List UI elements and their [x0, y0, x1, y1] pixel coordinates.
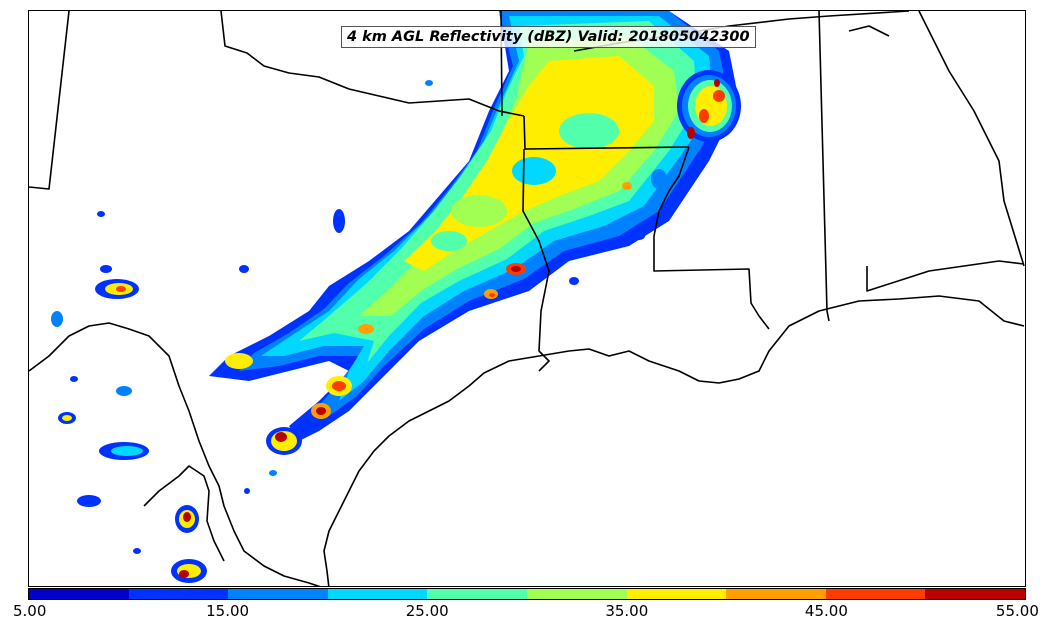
colorbar-segment — [526, 589, 627, 599]
colorbar-tick-label: 15.00 — [206, 602, 250, 620]
colorbar — [28, 588, 1026, 600]
colorbar-tick-label: 25.00 — [405, 602, 449, 620]
map-title: 4 km AGL Reflectivity (dBZ) Valid: 20180… — [341, 26, 756, 48]
reflectivity-echoes — [51, 11, 741, 583]
colorbar-tick-label: 45.00 — [804, 602, 848, 620]
colorbar-tick-label: 55.00 — [995, 602, 1039, 620]
colorbar-segment — [29, 589, 129, 599]
reflectivity-map — [29, 11, 1025, 586]
colorbar-tick-label: 35.00 — [605, 602, 649, 620]
colorbar-segment — [327, 589, 428, 599]
colorbar-segment — [626, 589, 727, 599]
colorbar-segment — [726, 589, 826, 599]
geographic-boundaries — [29, 11, 1025, 586]
colorbar-segment — [128, 589, 229, 599]
colorbar-segment — [427, 589, 527, 599]
colorbar-segment — [925, 589, 1025, 599]
colorbar-segment — [228, 589, 328, 599]
colorbar-tick-label: 5.00 — [12, 602, 47, 620]
colorbar-segment — [825, 589, 926, 599]
map-panel: 4 km AGL Reflectivity (dBZ) Valid: 20180… — [28, 10, 1026, 587]
